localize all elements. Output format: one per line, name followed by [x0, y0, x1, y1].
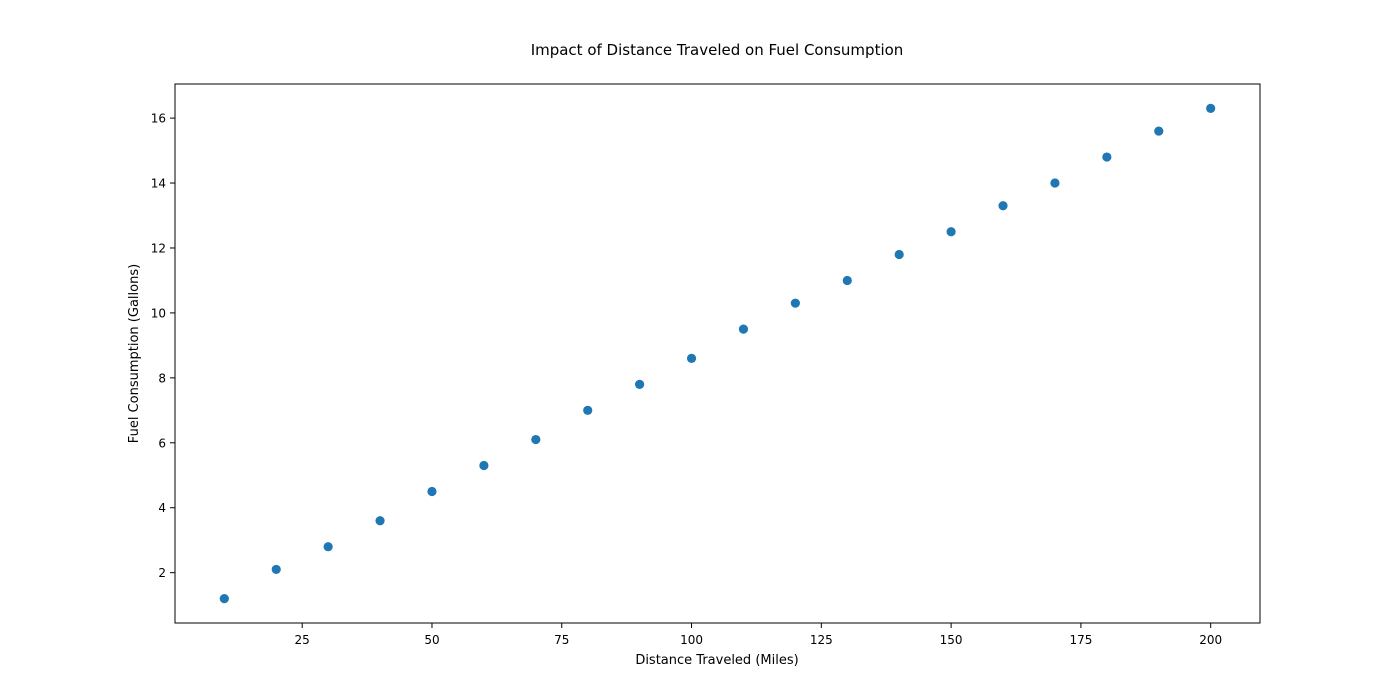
y-tick-label: 16 [151, 112, 166, 126]
plot-frame [174, 83, 1261, 624]
y-tick-label: 10 [151, 306, 166, 320]
x-tick-label: 50 [424, 633, 439, 647]
x-tick-label: 175 [1069, 633, 1092, 647]
data-point [635, 379, 645, 389]
data-point [686, 353, 697, 363]
data-point [479, 460, 489, 471]
data-point [738, 324, 749, 334]
data-point [271, 564, 281, 575]
x-tick-label: 100 [680, 633, 703, 647]
data-point [531, 434, 541, 445]
x-tick-label: 75 [554, 633, 569, 647]
y-tick-label: 6 [158, 436, 166, 450]
data-point [583, 405, 593, 415]
data-point [946, 227, 956, 237]
data-point [323, 542, 333, 552]
y-tick-label: 12 [151, 241, 166, 255]
data-point [790, 298, 800, 308]
x-tick-label: 150 [940, 633, 963, 647]
y-tick-label: 14 [151, 177, 166, 191]
data-point [1102, 152, 1112, 162]
y-tick-label: 8 [158, 371, 166, 385]
data-point [842, 275, 852, 286]
x-tick-label: 200 [1199, 633, 1222, 647]
chart-title: Impact of Distance Traveled on Fuel Cons… [531, 41, 904, 59]
x-tick-label: 25 [295, 633, 310, 647]
plot-area [174, 83, 1261, 624]
data-point [1206, 103, 1216, 113]
x-axis-ticks: 25 50 75 100 125 150 175 200 [295, 623, 1222, 647]
data-point [375, 516, 385, 526]
data-points [219, 103, 1216, 604]
data-point [998, 201, 1008, 211]
data-point [894, 249, 904, 260]
data-point [1154, 126, 1164, 136]
data-point [427, 486, 437, 497]
x-axis-label: Distance Traveled (Miles) [635, 653, 798, 668]
y-axis-label: Fuel Consumption (Gallons) [127, 264, 142, 443]
y-axis-ticks: 2 4 6 8 10 12 14 16 [151, 112, 175, 580]
x-tick-label: 125 [810, 633, 833, 647]
y-tick-label: 4 [158, 501, 166, 515]
data-point [219, 594, 229, 604]
y-tick-label: 2 [158, 566, 166, 580]
data-point [1050, 178, 1060, 188]
